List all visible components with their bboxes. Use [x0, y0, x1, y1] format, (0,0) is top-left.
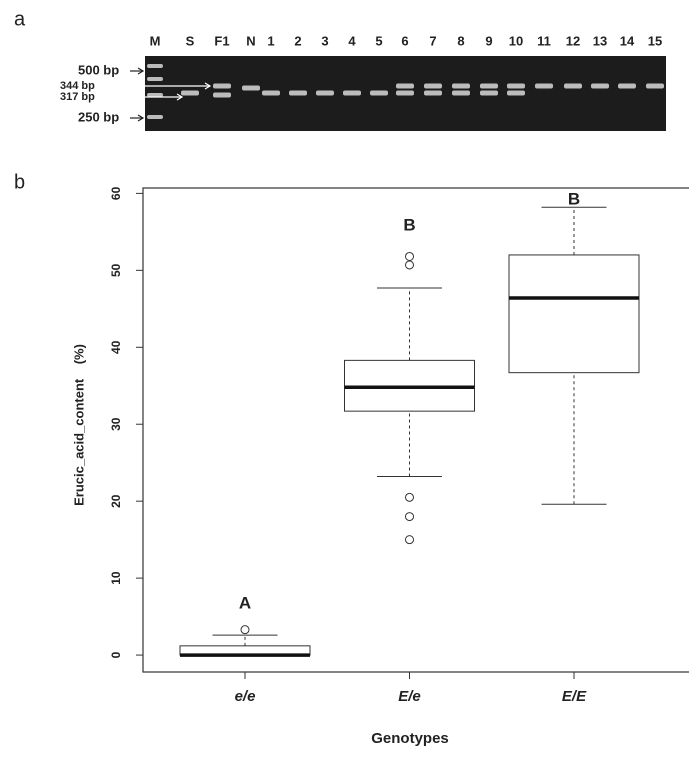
gel-band [452, 83, 470, 89]
x-tick-label: e/e [235, 688, 256, 705]
x-axis-label: Genotypes [371, 730, 449, 747]
outlier [405, 251, 414, 261]
outlier [405, 535, 414, 545]
arrow-head [137, 67, 145, 75]
arrow-head [204, 82, 212, 90]
group-letter: B [403, 215, 415, 234]
marker-label: 317 bp [60, 91, 95, 103]
gel-band [480, 90, 498, 96]
lane-label: 15 [648, 33, 662, 48]
gel-band [535, 83, 553, 89]
y-tick-label: 40 [109, 340, 123, 354]
arrow-head [176, 93, 184, 101]
lane-label: 1 [267, 33, 274, 48]
lane-label: M [150, 33, 161, 48]
lane-label: 5 [375, 33, 382, 48]
y-tick-label: 10 [109, 571, 123, 585]
lane-label: 8 [457, 33, 464, 48]
lane-label: 7 [429, 33, 436, 48]
y-tick-label: 30 [109, 417, 123, 431]
plot-frame [142, 187, 689, 673]
gel-band [396, 90, 414, 96]
lane-label: F1 [214, 33, 229, 48]
gel-band [396, 83, 414, 89]
lane-label: N [246, 33, 255, 48]
gel-band [147, 93, 163, 97]
gel-band [289, 90, 307, 96]
gel-band [181, 90, 199, 96]
group-letter: B [568, 189, 580, 208]
marker-label: 344 bp [60, 80, 95, 92]
lane-label: 10 [509, 33, 523, 48]
lane-label: 4 [348, 33, 356, 48]
y-tick-label: 60 [109, 186, 123, 200]
gel-band [618, 83, 636, 89]
gel-band [646, 83, 664, 89]
gel-band [242, 85, 260, 91]
lane-label: 2 [294, 33, 301, 48]
y-tick-label: 0 [109, 651, 123, 658]
outlier [405, 512, 414, 522]
gel-band [480, 83, 498, 89]
marker-label: 250 bp [78, 109, 119, 124]
gel-band [343, 90, 361, 96]
gel-band [507, 90, 525, 96]
lane-label: 12 [566, 33, 580, 48]
lane-label: 14 [620, 33, 635, 48]
group-letter: A [239, 593, 251, 612]
y-tick-label: 20 [109, 494, 123, 508]
outlier [405, 260, 414, 270]
outlier [405, 492, 414, 502]
outlier [240, 625, 250, 635]
gel-band [262, 90, 280, 96]
panel-label: a [14, 8, 26, 30]
box [508, 254, 640, 374]
gel-band [452, 90, 470, 96]
gel-band [424, 83, 442, 89]
y-tick-label: 50 [109, 263, 123, 277]
lane-label: S [186, 33, 195, 48]
gel-band [507, 83, 525, 89]
lane-label: 3 [321, 33, 328, 48]
gel-band [591, 83, 609, 89]
gel-band [564, 83, 582, 89]
gel-band [213, 92, 231, 98]
gel-band [213, 83, 231, 89]
lane-label: 6 [401, 33, 408, 48]
lane-label: 11 [537, 33, 551, 48]
x-tick-label: E/e [398, 688, 421, 705]
plot: 0 10 20 30 40 50 60 Erucic_acid_content (%) Geno… [71, 186, 640, 747]
lane-label: 13 [593, 33, 607, 48]
panel-label: b [14, 171, 25, 193]
lane-label: 9 [485, 33, 492, 48]
gel-band [424, 90, 442, 96]
gel-band [316, 90, 334, 96]
gel-band [147, 77, 163, 81]
arrow-head [137, 114, 145, 122]
x-tick-label: E/E [562, 688, 587, 705]
gel-band [147, 115, 163, 119]
marker-label: 500 bp [78, 62, 119, 77]
y-axis-label: Erucic_acid_content (%) [71, 344, 86, 506]
gel-band [147, 64, 163, 68]
gel-band [370, 90, 388, 96]
